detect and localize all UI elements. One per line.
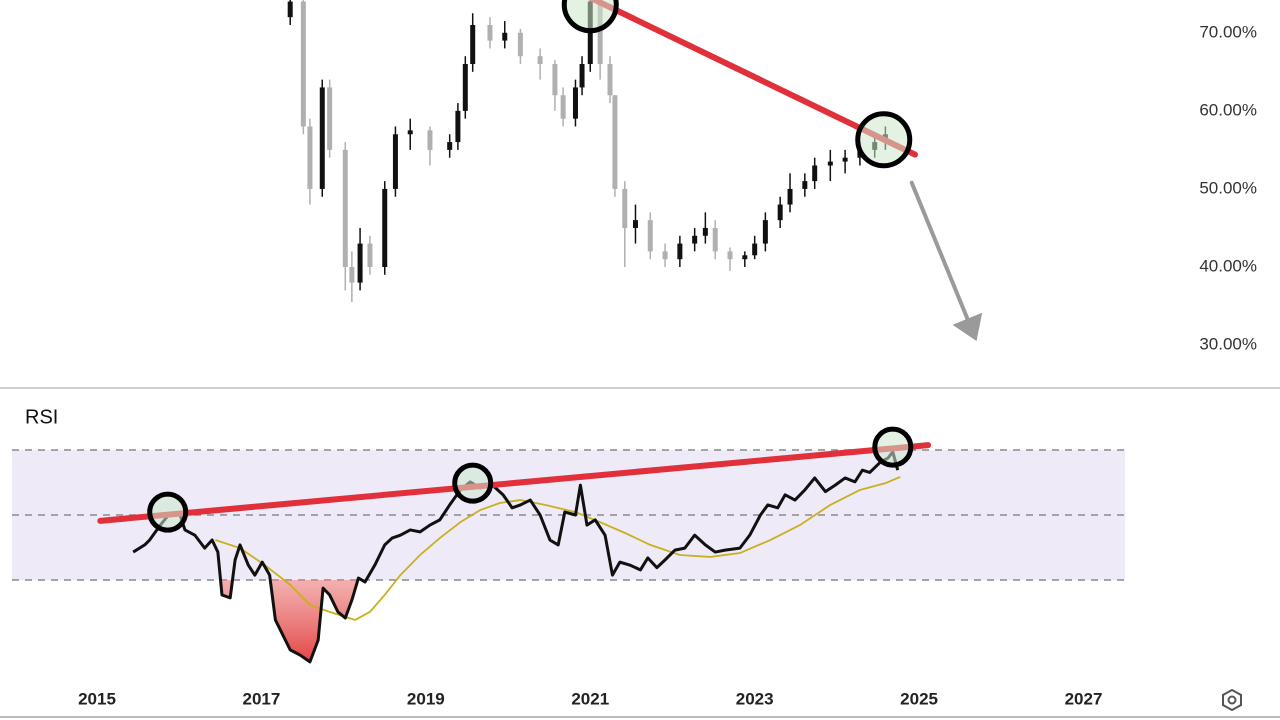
- candle-body: [367, 243, 373, 267]
- candle-body: [742, 255, 748, 260]
- highlight-circle: [855, 111, 913, 169]
- candle-body: [552, 64, 558, 96]
- candle-body: [632, 220, 638, 228]
- candle-body: [702, 227, 708, 236]
- candle-body: [777, 204, 783, 221]
- candle-body: [802, 181, 808, 189]
- candle-body: [712, 227, 718, 252]
- trend-line: [97, 442, 932, 524]
- candle-body: [622, 188, 628, 228]
- candle-body: [787, 188, 793, 205]
- candle-body: [752, 243, 758, 256]
- candle-body: [560, 95, 566, 119]
- candle-body: [607, 64, 613, 96]
- y-tick-label: 50.00%: [1199, 178, 1257, 197]
- highlight-circle: [452, 462, 494, 504]
- candle-body: [762, 220, 768, 244]
- candle-body: [612, 95, 618, 189]
- candle-body: [327, 87, 333, 150]
- y-tick-label: 70.00%: [1199, 22, 1257, 41]
- x-tick-label: 2027: [1065, 689, 1103, 708]
- candle-body: [579, 64, 585, 88]
- x-tick-label: 2017: [243, 689, 281, 708]
- candle-body: [647, 220, 653, 252]
- rsi-line: [132, 450, 900, 664]
- x-tick-label: 2021: [571, 689, 609, 708]
- candle-body: [677, 243, 683, 260]
- highlight-circle: [561, 0, 619, 34]
- candle-body: [502, 32, 508, 41]
- x-tick-label: 2019: [407, 689, 445, 708]
- candle-body: [470, 24, 476, 65]
- candle-body: [307, 126, 313, 189]
- candle-body: [597, 1, 603, 65]
- settings-icon[interactable]: [1222, 688, 1242, 712]
- candle-body: [487, 24, 493, 41]
- x-tick-label: 2023: [736, 689, 774, 708]
- candle-body: [572, 87, 578, 119]
- candle-body: [662, 251, 668, 260]
- candle-body: [727, 251, 733, 260]
- y-tick-label: 60.00%: [1199, 100, 1257, 119]
- candle-body: [827, 161, 833, 166]
- candle-body: [287, 1, 293, 18]
- highlight-circle: [147, 491, 189, 533]
- candle-body: [342, 149, 348, 267]
- y-tick-label: 30.00%: [1199, 335, 1257, 354]
- candle-body: [382, 188, 388, 267]
- candle-body: [517, 32, 523, 57]
- candle-body: [812, 165, 818, 182]
- highlight-circle: [872, 426, 914, 468]
- candle-body: [447, 142, 453, 150]
- rsi-title: RSI: [25, 406, 58, 428]
- candle-body: [349, 266, 355, 283]
- x-tick-label: 2015: [78, 689, 116, 708]
- candle-body: [427, 130, 433, 150]
- candle-body: [407, 130, 413, 135]
- x-tick-label: 2025: [900, 689, 938, 708]
- candle-body: [300, 1, 306, 127]
- candle-body: [392, 134, 398, 189]
- candle-body: [357, 243, 363, 283]
- candle-body: [537, 56, 543, 65]
- arrow: [909, 180, 983, 341]
- rsi-ma-line: [215, 476, 901, 621]
- candle-body: [455, 110, 461, 143]
- y-tick-label: 40.00%: [1199, 256, 1257, 275]
- candle-body: [692, 235, 698, 244]
- candle-body: [462, 64, 468, 111]
- candle-body: [842, 157, 848, 162]
- candle-body: [319, 87, 325, 189]
- oversold-fill: [133, 580, 898, 662]
